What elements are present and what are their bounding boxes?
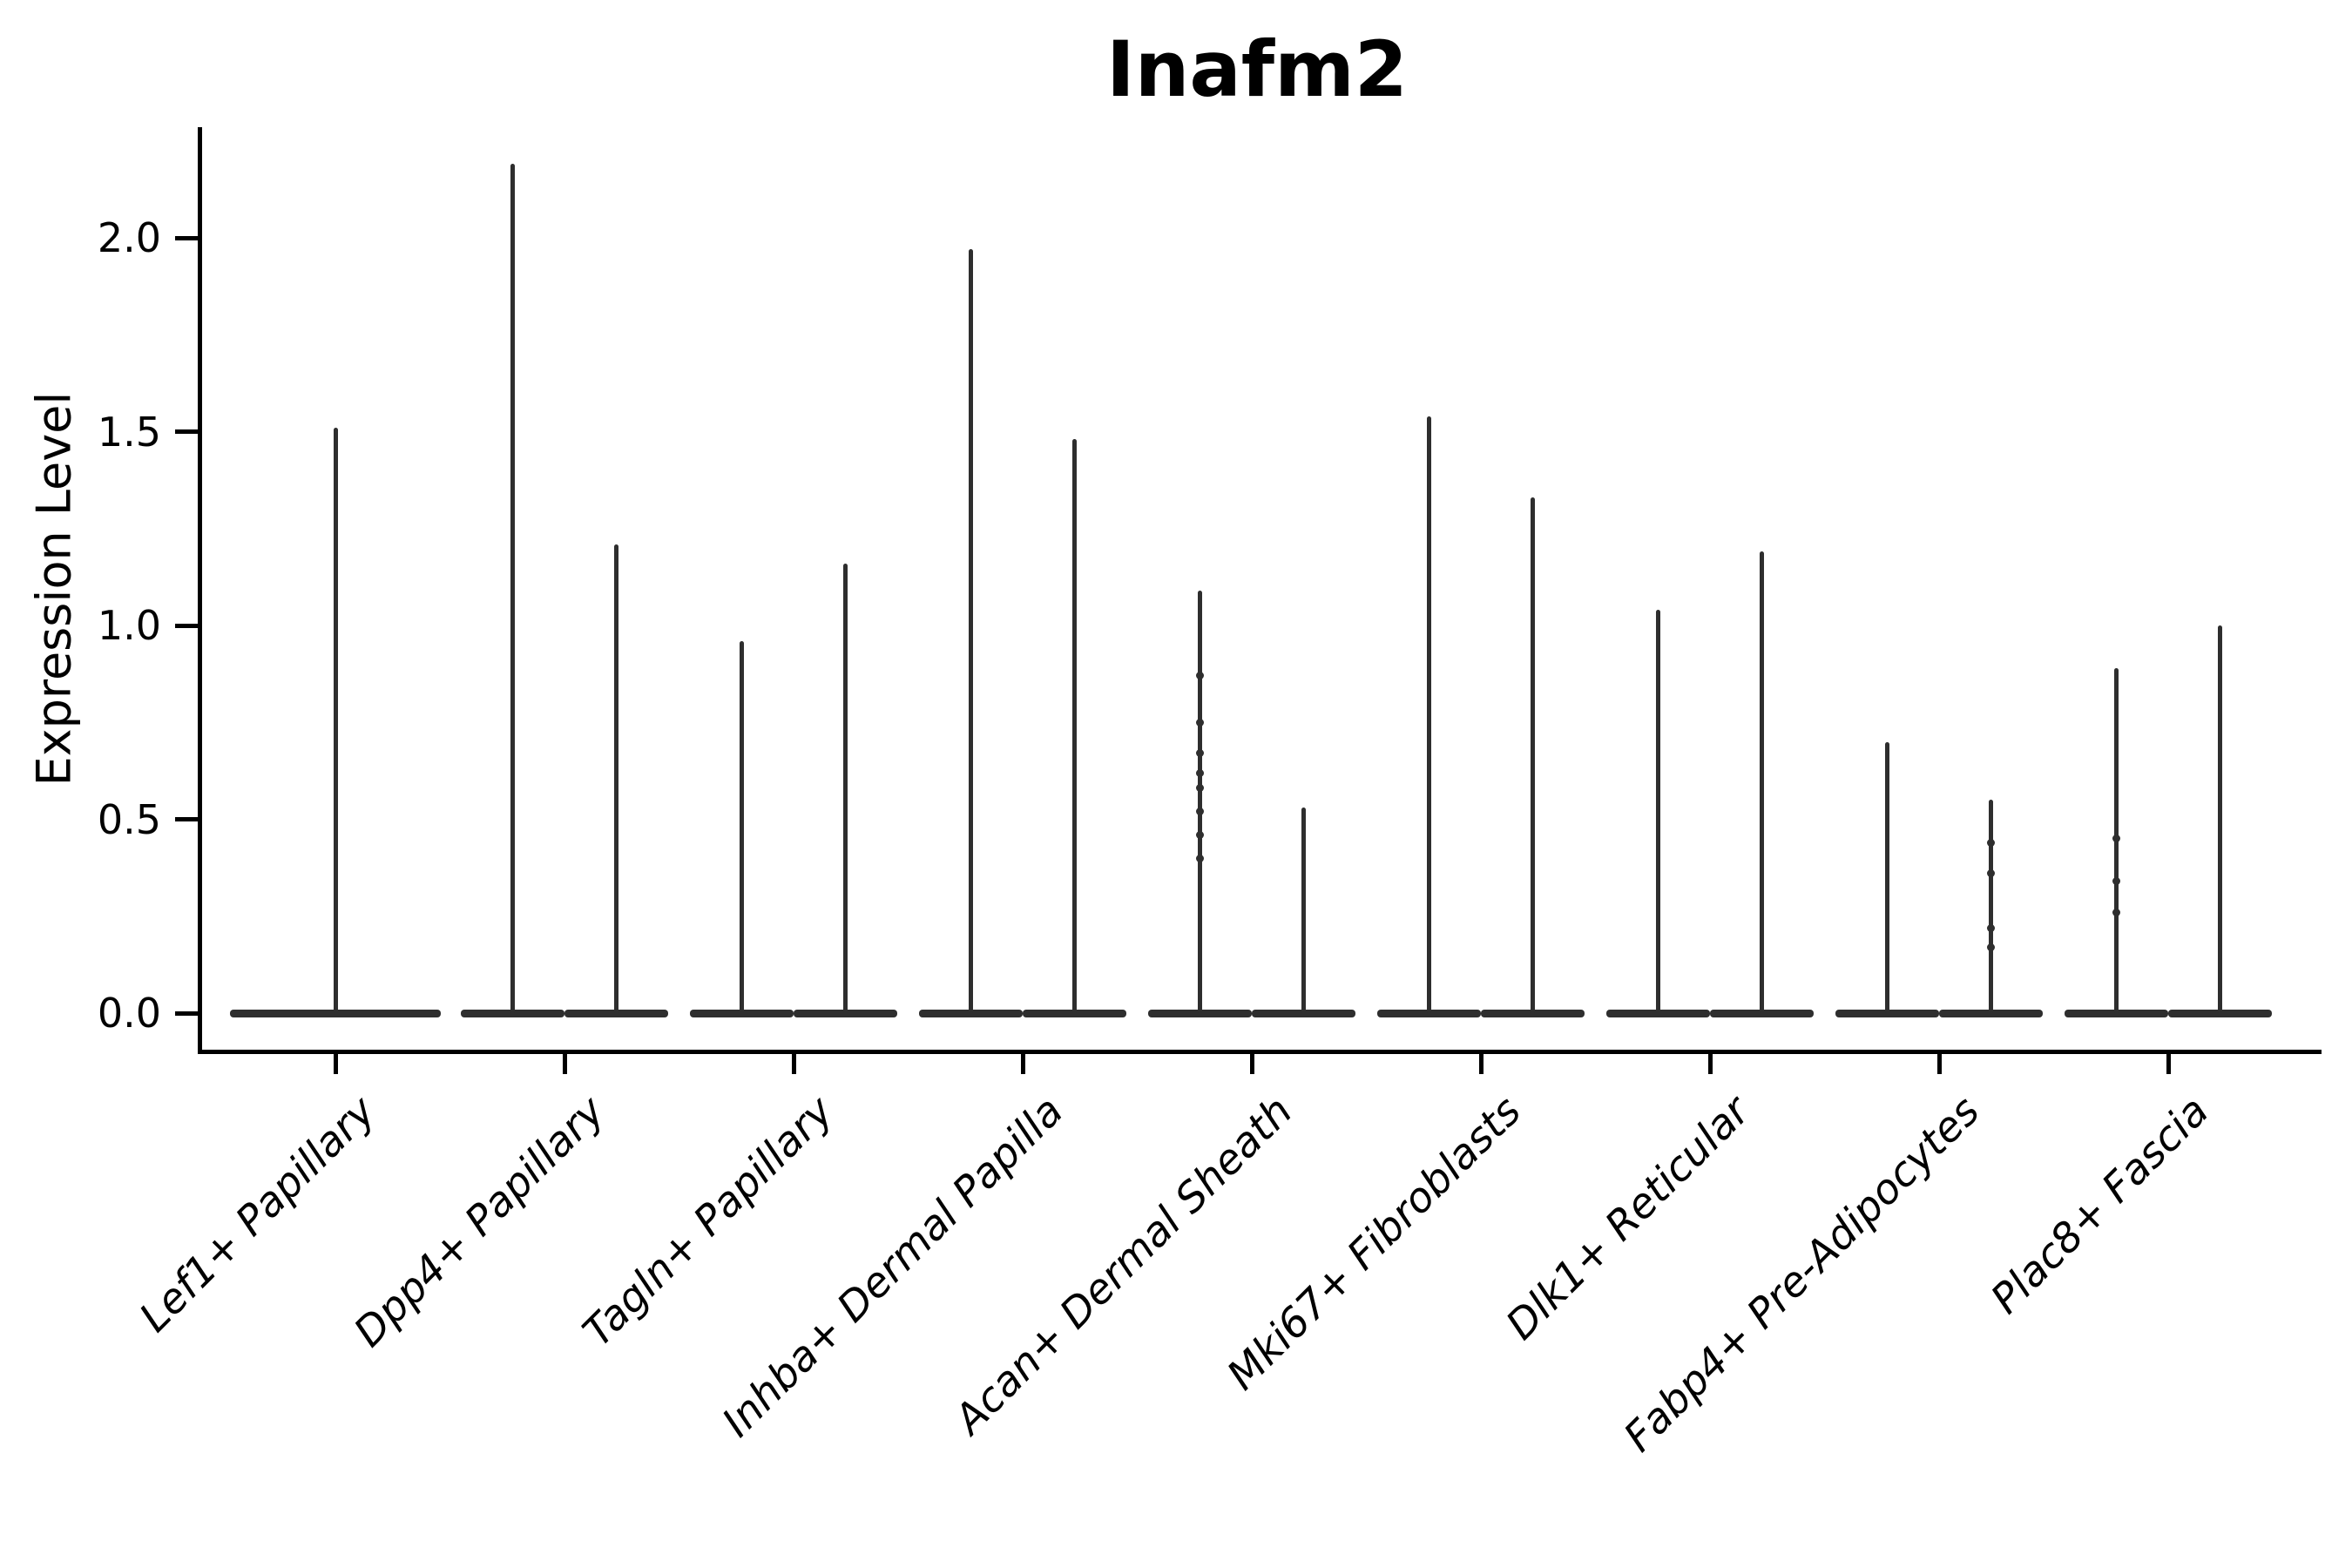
y-tick-label: 2.0 [97,214,161,261]
violin-spike [1989,800,1993,1013]
violin-spike [614,544,618,1013]
x-tick-label: Dlk1+ Reticular [1497,1087,1760,1349]
violin-base [1148,1009,1252,1017]
violin-base [2168,1009,2272,1017]
expression-point [1987,838,1995,847]
x-tick [562,1050,567,1074]
violin-base [1835,1009,1939,1017]
y-tick [175,429,198,434]
expression-point [2112,908,2120,916]
x-tick [333,1050,338,1074]
violin-spike [1427,416,1431,1013]
expression-point [1196,830,1204,839]
y-tick [175,817,198,821]
expression-point [1196,749,1204,758]
violin-base [1481,1009,1585,1017]
x-tick [1936,1050,1942,1074]
violin-base [230,1009,441,1017]
x-tick [1249,1050,1254,1074]
expression-point [1196,808,1204,816]
expression-point [1987,943,1995,951]
expression-point [1196,718,1204,727]
expression-point [1196,672,1204,680]
x-tick-label: Plac8+ Fascia [1981,1087,2218,1324]
y-tick-label: 1.0 [97,602,161,649]
violin-spike [1198,590,1202,1013]
expression-point [1196,854,1204,862]
x-axis-spine [198,1050,2322,1054]
expression-point [1987,869,1995,878]
violin-base [461,1009,564,1017]
violin-spike [1656,610,1660,1013]
violin-spike [969,249,973,1013]
expression-point [1987,923,1995,932]
violin-base [1710,1009,1814,1017]
y-axis-spine [198,127,202,1054]
violin-base [564,1009,668,1017]
violin-spike [1760,551,1764,1013]
violin-base [1377,1009,1481,1017]
y-tick [175,623,198,628]
x-tick-label: Dpp4+ Papillary [344,1087,614,1357]
x-tick [2166,1050,2171,1074]
violin-base [1252,1009,1355,1017]
expression-point [1196,784,1204,793]
y-tick-label: 0.0 [97,990,161,1037]
violin-spike [333,428,338,1013]
y-tick [175,1010,198,1016]
violin-spike [1531,497,1535,1013]
expression-point [1196,768,1204,777]
violin-base [1939,1009,2043,1017]
x-tick [1707,1050,1713,1074]
violin-spike [1301,808,1306,1013]
violin-spike [1072,439,1077,1013]
violin-base [794,1009,897,1017]
x-tick-label: Lef1+ Papillary [130,1087,385,1342]
x-tick-label: Tagln+ Papillary [574,1087,843,1356]
violin-base [2065,1009,2168,1017]
violin-spike [1885,741,1889,1013]
y-tick-label: 0.5 [97,795,161,843]
y-tick [175,235,198,240]
y-tick-label: 1.5 [97,408,161,456]
violin-base [690,1009,794,1017]
x-tick [1020,1050,1025,1074]
violin-spike [740,640,744,1013]
violin-base [1023,1009,1126,1017]
violin-base [1606,1009,1710,1017]
chart-title: Inafm2 [1106,24,1408,114]
violin-spike [510,164,515,1013]
violin-spike [2218,625,2222,1013]
expression-point [2112,877,2120,886]
expression-point [2112,835,2120,843]
violin-spike [843,563,848,1013]
x-tick [791,1050,796,1074]
x-tick [1478,1050,1484,1074]
violin-base [919,1009,1023,1017]
